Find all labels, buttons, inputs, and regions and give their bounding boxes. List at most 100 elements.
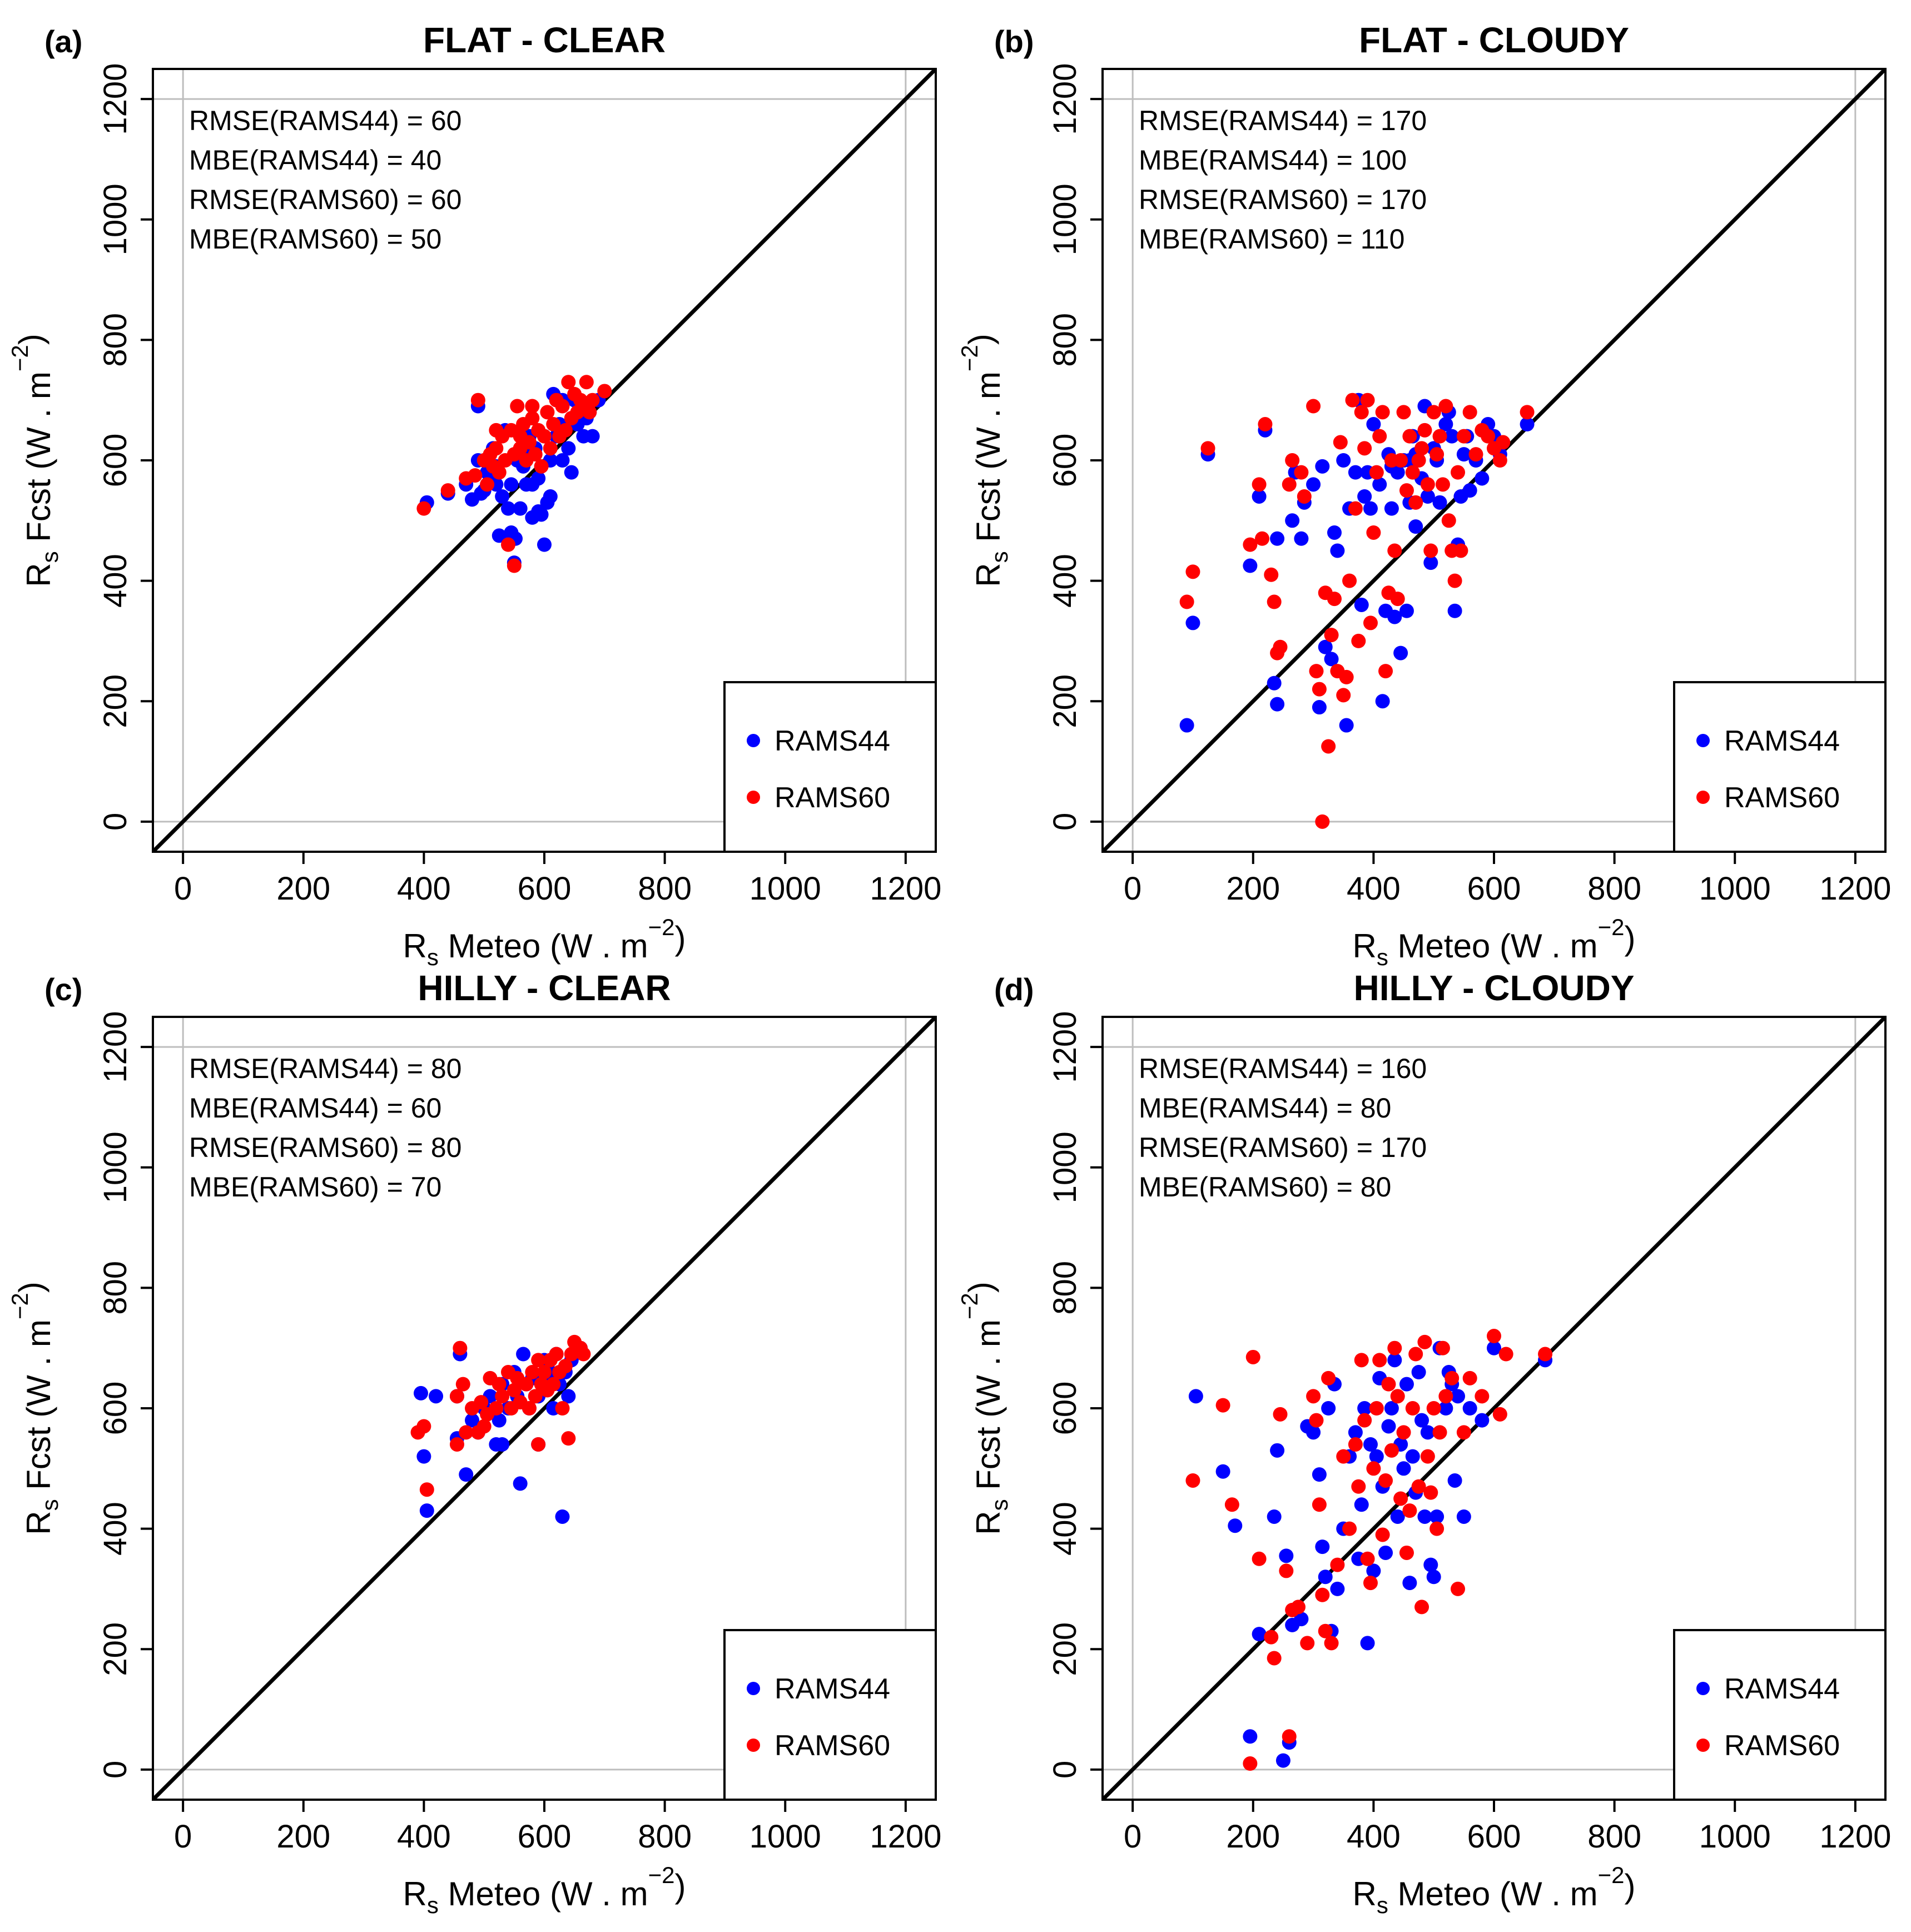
panel-3: 0 200 400 600 800 1000 1200 0 200 400 600 800 1000 12…	[956, 968, 1891, 1918]
rams60-point	[1336, 688, 1351, 703]
rams60-point	[1309, 664, 1324, 679]
rams44-point	[1179, 718, 1194, 733]
x-axis-label-sub: s	[1377, 944, 1388, 970]
rams60-point	[1333, 435, 1348, 450]
panel-label: (c)	[44, 972, 82, 1007]
rams44-point	[555, 1509, 570, 1524]
legend-marker-rams60	[1696, 791, 1710, 804]
rams60-point	[470, 393, 485, 408]
panel-2: 0 200 400 600 800 1000 1200 0 200 400 600 800 1000 12…	[7, 968, 941, 1918]
rams44-point	[1381, 1419, 1396, 1434]
x-tick-label: 800	[638, 871, 692, 907]
rams60-point	[528, 447, 543, 462]
rams60-point	[1324, 1636, 1339, 1651]
rams60-point	[1487, 1329, 1501, 1344]
rams60-point	[1330, 1557, 1345, 1572]
rams60-point	[1378, 1473, 1393, 1488]
rams60-point	[468, 468, 483, 483]
points-group	[416, 375, 612, 573]
y-axis-label-main: R	[20, 563, 57, 587]
rams60-point	[1363, 1576, 1378, 1591]
rams60-point	[1456, 1425, 1471, 1440]
y-tick-label: 800	[97, 1261, 133, 1315]
rams60-point	[1468, 447, 1483, 462]
legend-label: RAMS60	[775, 782, 890, 814]
rams60-point	[1372, 429, 1387, 444]
x-axis-label-sub: s	[427, 944, 439, 970]
x-tick-label: 200	[1226, 1819, 1280, 1855]
x-axis-label: Rs Meteo (W . m−2)	[403, 914, 686, 970]
rams60-point	[1321, 739, 1336, 754]
rams60-point	[449, 1389, 464, 1404]
rams60-point	[561, 1431, 576, 1446]
rams60-point	[549, 1347, 564, 1362]
x-axis-label-rest: Meteo (W . m	[1388, 927, 1598, 965]
rams60-point	[1498, 1347, 1513, 1362]
rams44-point	[537, 537, 552, 552]
rams60-point	[1408, 495, 1423, 510]
points-group	[1185, 1329, 1553, 1771]
y-tick-label: 200	[97, 1622, 133, 1676]
rams60-point	[1243, 1756, 1258, 1771]
x-tick-label: 800	[1587, 1819, 1641, 1855]
rams60-point	[513, 429, 528, 444]
rams44-point	[1324, 652, 1339, 667]
x-tick-label: 400	[397, 871, 451, 907]
rams60-point	[1387, 543, 1402, 558]
rams60-point	[525, 411, 540, 426]
rams60-point	[558, 1359, 573, 1374]
rams60-point	[555, 399, 570, 414]
rams60-point	[582, 405, 597, 420]
rams44-point	[504, 477, 519, 492]
rams60-point	[1327, 592, 1342, 607]
rams44-point	[501, 501, 516, 516]
y-axis-label-close: )	[12, 334, 49, 345]
x-tick-label: 200	[276, 871, 330, 907]
rams44-point	[1475, 1413, 1490, 1428]
rams60-point	[1492, 453, 1507, 468]
x-axis-label-main: R	[1353, 927, 1377, 965]
rams60-point	[1267, 1651, 1282, 1666]
rams60-point	[1462, 405, 1477, 420]
x-tick-label: 0	[174, 1819, 192, 1855]
rams60-point	[1411, 453, 1426, 468]
stat-line: RMSE(RAMS44) = 160	[1139, 1053, 1427, 1084]
y-tick-label: 1200	[1047, 1011, 1083, 1083]
rams44-point	[1339, 718, 1354, 733]
x-tick-label: 1000	[1699, 1819, 1771, 1855]
rams60-point	[537, 1365, 552, 1380]
rams60-point	[1414, 441, 1429, 456]
rams44-point	[1267, 676, 1282, 691]
rams60-point	[1492, 1407, 1507, 1422]
rams60-point	[579, 375, 594, 390]
legend-marker-rams44	[747, 734, 760, 747]
rams60-point	[1429, 447, 1445, 462]
y-tick-label: 600	[1047, 434, 1083, 488]
stat-line: MBE(RAMS44) = 80	[1139, 1092, 1391, 1124]
rams44-point	[1520, 417, 1535, 432]
rams60-point	[1366, 1461, 1381, 1476]
rams44-point	[1372, 477, 1387, 492]
rams44-point	[555, 453, 570, 468]
rams60-point	[522, 1401, 537, 1416]
x-tick-label: 400	[1347, 1819, 1401, 1855]
rams60-point	[1360, 1551, 1375, 1566]
rams60-point	[1297, 489, 1312, 504]
rams44-point	[1384, 1401, 1399, 1416]
rams60-point	[1423, 1485, 1438, 1500]
rams60-point	[1408, 1347, 1423, 1362]
rams60-point	[492, 1377, 507, 1392]
y-tick-label: 600	[97, 1382, 133, 1436]
rams60-point	[1411, 1479, 1426, 1494]
rams60-point	[585, 393, 600, 408]
rams44-point	[585, 429, 600, 444]
legend-label: RAMS44	[775, 725, 890, 757]
rams60-point	[543, 441, 558, 456]
y-tick-label: 800	[97, 313, 133, 367]
rams60-point	[416, 1419, 431, 1434]
rams44-point	[1285, 513, 1300, 528]
rams60-point	[1279, 1563, 1294, 1578]
points-group	[410, 1334, 591, 1524]
